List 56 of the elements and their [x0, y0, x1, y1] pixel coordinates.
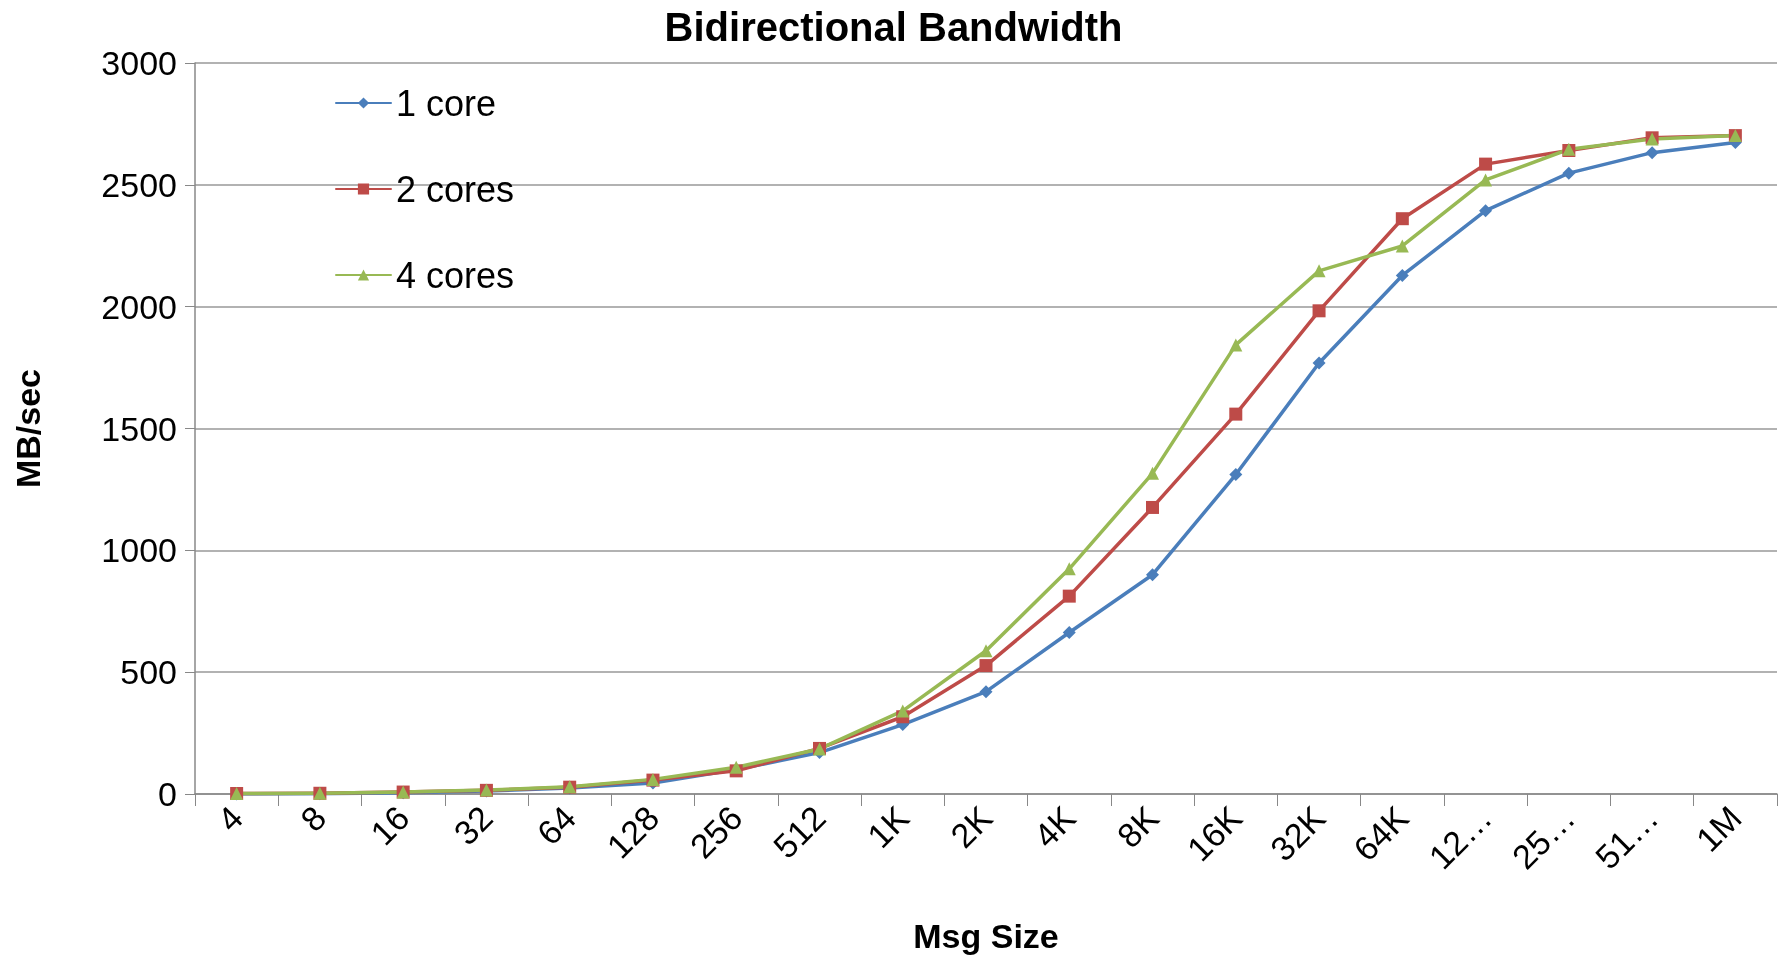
x-axis-title: Msg Size [913, 917, 1059, 955]
chart-title: Bidirectional Bandwidth [664, 5, 1123, 49]
legend-label: 2 cores [396, 168, 515, 210]
point [1062, 625, 1076, 639]
x-tick-label: 2K [943, 798, 1000, 855]
point [1395, 268, 1409, 282]
point [1062, 589, 1076, 603]
point [1312, 356, 1326, 370]
point [1562, 166, 1576, 180]
y-tick-label: 3000 [101, 44, 177, 82]
point [979, 659, 993, 673]
point [1146, 500, 1160, 514]
point [1395, 212, 1409, 226]
point [1312, 264, 1326, 278]
x-tick-label: 51… [1587, 798, 1666, 877]
y-axis-title: MB/sec [9, 368, 47, 489]
y-tick-label: 1000 [101, 531, 177, 570]
point [1229, 407, 1243, 421]
x-tick-label: 16K [1179, 798, 1250, 869]
x-tick-label: 256 [682, 798, 750, 866]
point [1479, 204, 1493, 218]
y-tick-label: 500 [120, 653, 177, 692]
x-tick-label: 12… [1421, 798, 1500, 877]
point [1479, 157, 1493, 171]
y-tick-label: 2500 [101, 165, 177, 204]
y-tick-label: 2000 [101, 287, 177, 326]
point [1479, 173, 1493, 187]
x-tick-label: 32 [446, 798, 500, 853]
x-tick-label: 16 [362, 798, 417, 853]
point [1146, 466, 1160, 480]
point [1395, 239, 1409, 253]
x-tick-label: 4K [1026, 798, 1083, 855]
x-tick-label: 128 [599, 798, 667, 866]
point [1645, 146, 1659, 160]
point [1312, 304, 1326, 318]
point [979, 685, 993, 699]
x-tick-label: 64K [1346, 798, 1416, 869]
point [1229, 468, 1243, 482]
legend-label: 1 core [396, 82, 497, 124]
point [1146, 568, 1160, 582]
x-tick-label: 8K [1109, 798, 1167, 855]
y-tick-label: 0 [158, 775, 177, 813]
point [1062, 562, 1076, 576]
y-tick-label: 1500 [101, 409, 177, 448]
x-tick-label: 4 [209, 798, 251, 839]
x-tick-label: 8 [293, 798, 334, 839]
x-tick-label: 1K [859, 798, 917, 855]
x-tick-label: 1M [1688, 798, 1749, 859]
x-tick-label: 64 [529, 798, 584, 853]
x-tick-label: 25… [1504, 798, 1583, 877]
x-tick-label: 512 [765, 798, 833, 866]
point [896, 704, 910, 718]
x-tick-label: 32K [1262, 798, 1333, 869]
point [1229, 338, 1243, 352]
legend-label: 4 cores [396, 254, 515, 296]
point [979, 644, 993, 658]
